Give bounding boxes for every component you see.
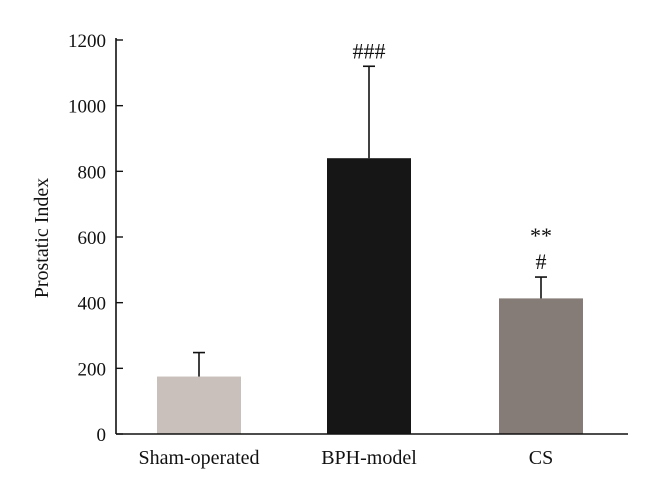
bar [157, 376, 241, 434]
y-tick-label: 0 [97, 425, 107, 446]
y-tick-label: 400 [78, 294, 107, 315]
annotations: ### **# [353, 38, 553, 274]
bar [499, 298, 583, 434]
x-tick-label: BPH-model [321, 447, 417, 469]
y-tick-label: 1000 [68, 97, 106, 118]
y-tick-label: 800 [78, 162, 107, 183]
bar [327, 158, 411, 434]
significance-marker: ### [353, 38, 386, 63]
bars [157, 65, 583, 434]
y-axis: 0 200 400 600 800 1000 1200 [68, 31, 123, 446]
significance-marker: ** [530, 223, 552, 248]
x-tick-label: CS [529, 447, 553, 469]
y-axis-title: Prostatic Index [31, 178, 53, 299]
y-tick-label: 600 [78, 228, 107, 249]
x-axis: Sham-operated BPH-model CS [116, 433, 628, 469]
y-tick-label: 200 [78, 359, 107, 380]
x-tick-label: Sham-operated [138, 447, 259, 469]
y-tick-label: 1200 [68, 31, 106, 52]
significance-marker: # [536, 249, 547, 274]
